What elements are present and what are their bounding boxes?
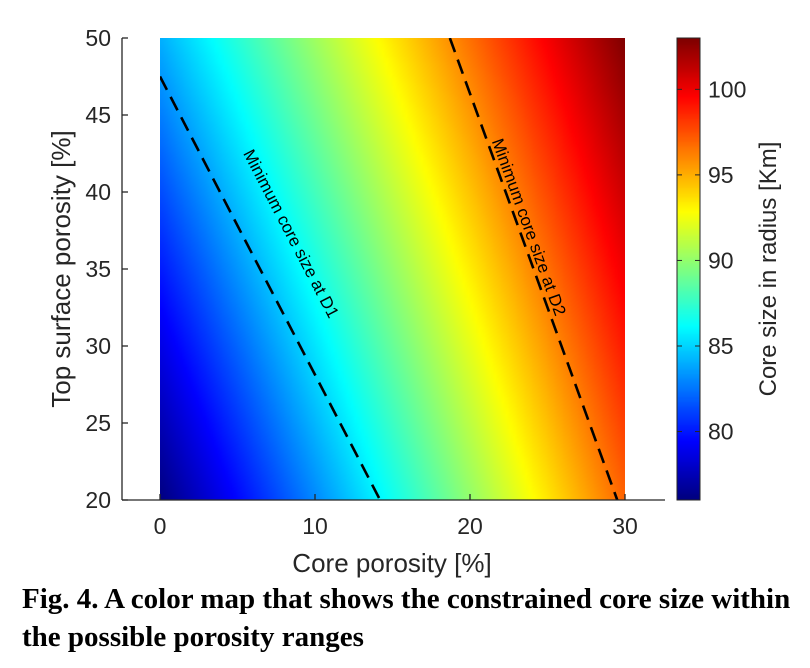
x-tick-label: 20: [457, 513, 483, 539]
y-axis-label: Top surface porosity [%]: [46, 130, 76, 407]
y-tick-label: 40: [85, 179, 111, 205]
annotation-line-2: [448, 38, 619, 500]
colorbar-tick-label: 90: [708, 247, 734, 273]
colorbar-ticks: 80 85 90 95 100: [677, 76, 746, 445]
figure-caption: Fig. 4. A color map that shows the const…: [22, 583, 791, 653]
y-tick-label: 20: [85, 487, 111, 513]
colorbar-tick-label: 100: [708, 76, 746, 102]
y-axis: 20 25 30 35 40 45 50: [85, 25, 128, 513]
x-axis: 0 10 20 30: [122, 494, 665, 539]
y-tick-label: 30: [85, 333, 111, 359]
colorbar-tick-label: 95: [708, 162, 734, 188]
annotation-lines: [160, 38, 619, 500]
colorbar-label: Core size in radius [Km]: [755, 142, 782, 397]
y-tick-label: 35: [85, 256, 111, 282]
x-tick-label: 30: [612, 513, 638, 539]
colorbar-gradient: [677, 38, 700, 500]
y-tick-label: 50: [85, 25, 111, 51]
x-axis-label: Core porosity [%]: [292, 548, 491, 578]
colorbar: 80 85 90 95 100 Core size in radius [Km]: [676, 37, 782, 501]
plot-area: Minimum core size at D1 Minimum core size…: [160, 38, 625, 500]
y-tick-label: 25: [85, 410, 111, 436]
x-tick-label: 0: [154, 513, 167, 539]
figure: Minimum core size at D1 Minimum core size…: [46, 25, 782, 578]
colorbar-tick-label: 80: [708, 419, 734, 445]
colorbar-tick-label: 85: [708, 333, 734, 359]
y-tick-label: 45: [85, 102, 111, 128]
heatmap: [160, 38, 625, 500]
annotation-line-1: [160, 75, 382, 500]
x-tick-label: 10: [302, 513, 328, 539]
